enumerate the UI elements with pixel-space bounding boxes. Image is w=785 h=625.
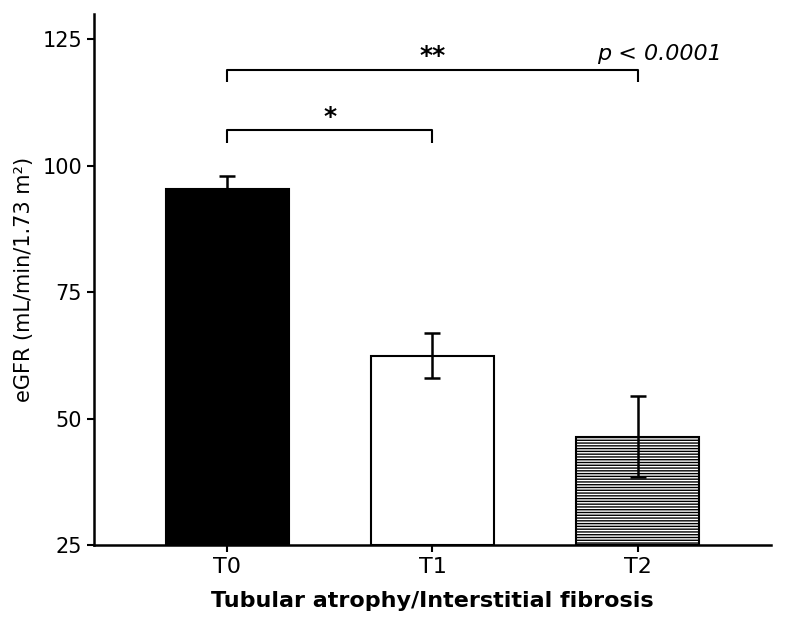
Bar	[576, 437, 699, 546]
Y-axis label: eGFR (mL/min/1.73 m²): eGFR (mL/min/1.73 m²)	[14, 157, 34, 402]
Bar	[371, 356, 494, 546]
Text: *: *	[323, 105, 337, 129]
Text: **: **	[419, 44, 446, 68]
Bar	[166, 189, 289, 546]
X-axis label: Tubular atrophy/Interstitial fibrosis: Tubular atrophy/Interstitial fibrosis	[211, 591, 654, 611]
Text: p < 0.0001: p < 0.0001	[597, 44, 722, 64]
